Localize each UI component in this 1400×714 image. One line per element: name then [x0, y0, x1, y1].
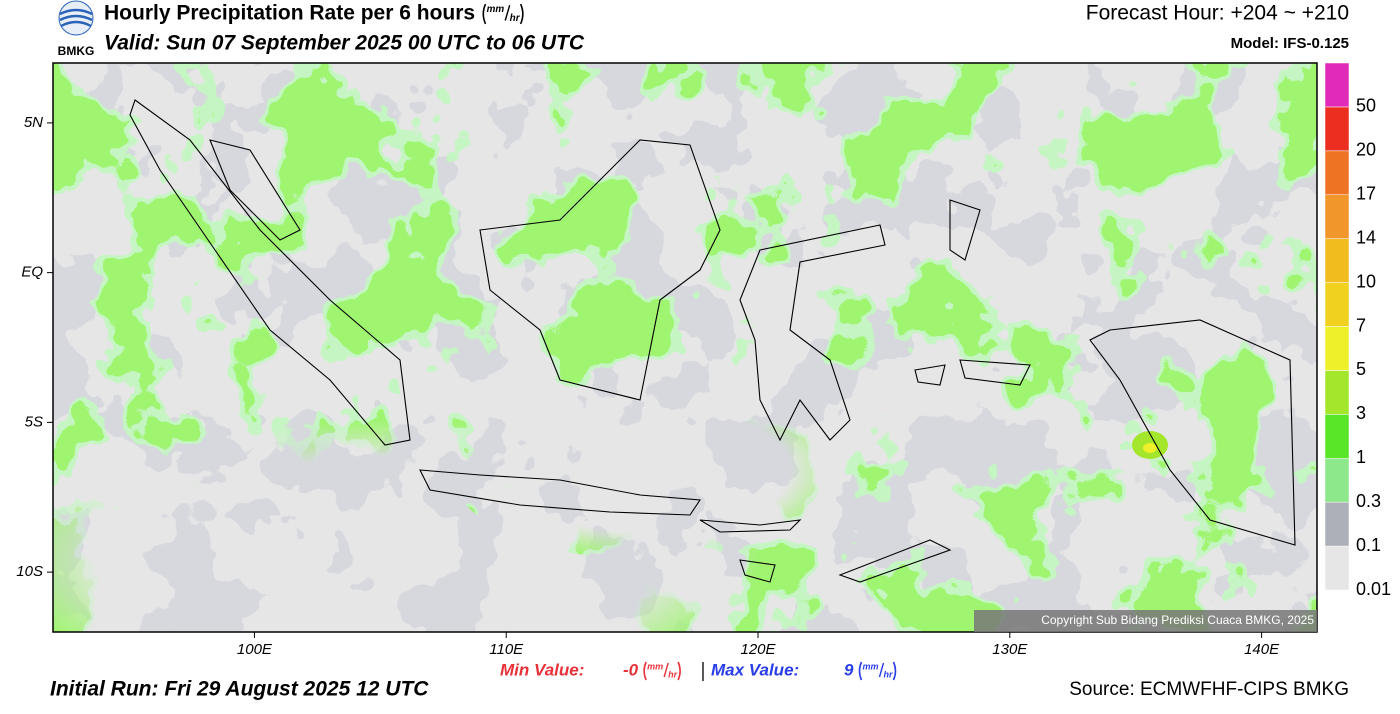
valid-time: Valid: Sun 07 September 2025 00 UTC to 0… [104, 32, 585, 55]
title: Hourly Precipitation Rate per 6 hours [104, 2, 475, 25]
slash [504, 5, 511, 21]
y-tick-label: 10S [16, 563, 43, 580]
paren [482, 3, 487, 25]
paren [858, 661, 863, 681]
legend-label: 14 [1356, 227, 1376, 247]
legend-label: 5 [1356, 359, 1366, 379]
min-value: -0 [623, 660, 639, 679]
legend-label: 20 [1356, 140, 1376, 160]
y-tick-label: 5N [24, 114, 43, 131]
x-tick-label: 120E [740, 641, 776, 658]
legend-swatch [1324, 414, 1350, 459]
legend-label: 0.1 [1356, 535, 1381, 555]
unit-numerator: mm [647, 661, 663, 671]
legend-label: 3 [1356, 403, 1366, 423]
legend-swatch [1324, 282, 1350, 327]
slash [663, 662, 669, 678]
legend-swatch [1324, 106, 1350, 152]
x-tick-label: 130E [992, 641, 1028, 658]
copyright-box [974, 610, 1317, 632]
map-frame [52, 62, 1318, 633]
logo-text: BMKG [58, 44, 95, 58]
axes: 100E 110E 120E 130E 140E 5N EQ 5S 10S [16, 114, 1280, 658]
unit-denominator: hr [510, 13, 521, 24]
coastlines [129, 99, 1296, 583]
legend-swatch [1324, 150, 1350, 195]
legend-swatch [1324, 545, 1350, 591]
legend-label: 10 [1356, 271, 1376, 291]
min-label: Min Value: [500, 660, 584, 679]
source: Source: ECMWFHF-CIPS BMKG [1069, 679, 1349, 700]
unit-denominator: hr [668, 669, 677, 679]
max-label: Max Value: [711, 660, 799, 679]
forecast-hour: Forecast Hour: +204 ~ +210 [1086, 2, 1349, 25]
legend-swatch [1324, 62, 1350, 108]
x-tick-label: 140E [1244, 641, 1280, 658]
copyright: Copyright Sub Bidang Prediksi Cuaca BMKG… [1041, 613, 1314, 627]
legend-label: 17 [1356, 184, 1376, 204]
logo: BMKG [58, 0, 95, 58]
map-field [53, 63, 1317, 632]
legend-label: 7 [1356, 315, 1366, 335]
legend-swatch [1324, 238, 1350, 283]
model: Model: IFS-0.125 [1231, 35, 1349, 52]
legend-swatch [1324, 326, 1350, 371]
paren [643, 661, 647, 681]
legend-label: 0.01 [1356, 579, 1391, 599]
legend-label: 1 [1356, 447, 1366, 467]
initial-run: Initial Run: Fri 29 August 2025 12 UTC [50, 678, 429, 701]
legend-swatch [1324, 501, 1350, 547]
legend-swatch [1324, 458, 1350, 503]
x-tick-label: 100E [237, 641, 273, 658]
slash [878, 662, 885, 678]
max-value: 9 [844, 660, 854, 679]
y-tick-label: EQ [21, 264, 43, 281]
unit-numerator: mm [862, 661, 878, 671]
paren [677, 661, 681, 681]
y-tick-label: 5S [25, 413, 43, 430]
legend-label: 50 [1356, 96, 1376, 116]
legend-label: 0.3 [1356, 491, 1381, 511]
color-legend: 0.01 0.1 0.3 1 3 5 7 10 14 17 20 50 [1324, 62, 1391, 599]
paren [892, 661, 897, 681]
x-tick-label: 110E [489, 641, 524, 658]
legend-swatch [1324, 370, 1350, 415]
paren [519, 3, 524, 25]
unit-numerator: mm [487, 4, 505, 15]
unit-denominator: hr [883, 669, 892, 679]
legend-swatch [1324, 194, 1350, 239]
